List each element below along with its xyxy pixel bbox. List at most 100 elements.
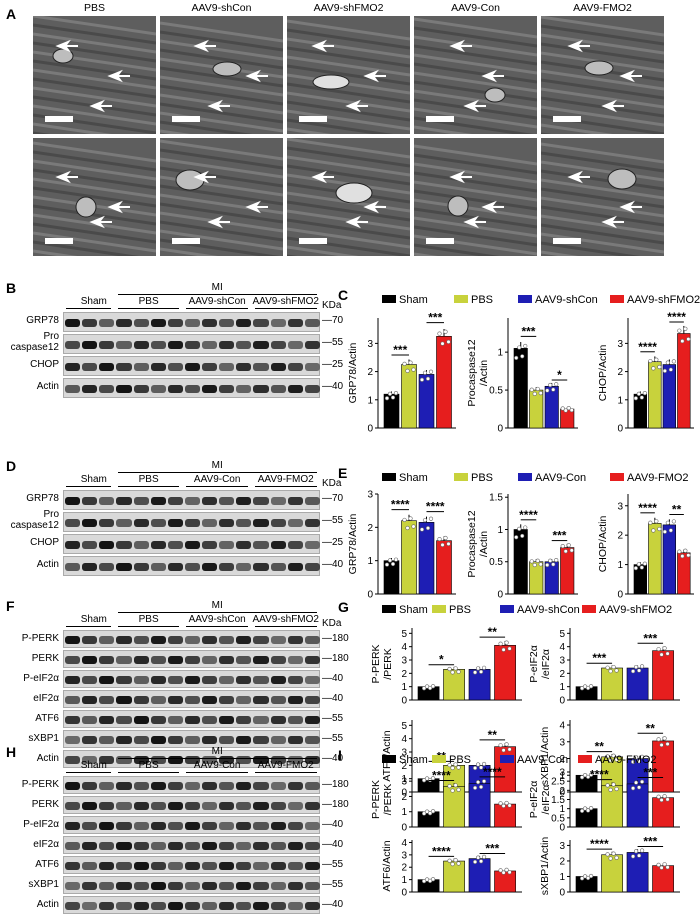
legend-swatch bbox=[582, 605, 596, 613]
blot-band bbox=[304, 882, 320, 890]
data-point bbox=[545, 562, 550, 568]
data-point bbox=[523, 343, 528, 349]
micrograph-striation bbox=[33, 159, 156, 181]
blot-band bbox=[253, 362, 269, 372]
data-point bbox=[585, 808, 591, 813]
micrograph-arrow-icon bbox=[311, 39, 334, 53]
data-point bbox=[501, 647, 506, 652]
legend-label: AAV9-shFMO2 bbox=[599, 604, 672, 616]
y-tick-label: 0 bbox=[497, 590, 503, 601]
y-tick-label: 1 bbox=[367, 395, 373, 406]
significance-stars: ** bbox=[488, 625, 498, 639]
blot-band bbox=[270, 656, 286, 664]
data-point bbox=[569, 548, 574, 553]
bar bbox=[418, 374, 435, 429]
blot-band bbox=[133, 636, 149, 644]
micrograph-striation bbox=[541, 169, 664, 191]
micrograph-arrow-icon bbox=[449, 39, 472, 53]
micrograph-column-header: AAV9-FMO2 bbox=[573, 2, 632, 14]
kda-unit-label: KDa bbox=[322, 478, 342, 489]
micrograph-striation bbox=[414, 144, 537, 166]
micrograph-striation bbox=[33, 141, 156, 163]
micrograph-arrow-icon bbox=[345, 99, 368, 113]
blot-band bbox=[253, 736, 269, 744]
blot-band bbox=[202, 340, 218, 350]
blot-band bbox=[236, 540, 252, 550]
subgroup-line bbox=[186, 626, 249, 627]
blot-band bbox=[270, 340, 286, 350]
data-point bbox=[478, 669, 484, 674]
data-point bbox=[633, 664, 639, 670]
bar bbox=[601, 667, 623, 701]
legend-swatch bbox=[500, 605, 514, 613]
blot-band bbox=[184, 736, 201, 744]
y-tick-label: 2 bbox=[401, 669, 407, 680]
data-point bbox=[585, 774, 591, 780]
data-point bbox=[390, 395, 396, 400]
blot-protein-label: Pro caspase12 bbox=[10, 331, 59, 353]
micrograph-striation bbox=[287, 138, 410, 159]
blot-band bbox=[287, 384, 303, 394]
blot-band bbox=[99, 842, 115, 850]
legend-label: AAV9-Con bbox=[517, 754, 568, 766]
data-point bbox=[437, 331, 442, 336]
micrograph-striation bbox=[33, 59, 156, 81]
data-point bbox=[523, 525, 528, 530]
blot-band bbox=[133, 736, 149, 744]
significance-stars: *** bbox=[643, 631, 657, 645]
significance-stars: ** bbox=[595, 740, 605, 754]
blot-strip bbox=[63, 856, 320, 874]
legend-label: PBS bbox=[449, 754, 471, 766]
micrograph-texture bbox=[541, 142, 664, 256]
y-tick-label: 1 bbox=[559, 804, 565, 815]
blot-band bbox=[133, 882, 149, 890]
y-tick-label: 2 bbox=[401, 761, 407, 772]
blot-band bbox=[167, 716, 183, 724]
data-point bbox=[447, 666, 452, 672]
blot-band bbox=[304, 676, 320, 684]
micrograph-arrow-icon bbox=[619, 200, 642, 214]
micrograph-striation bbox=[287, 164, 410, 186]
blot-band bbox=[236, 340, 252, 350]
micrograph-striation bbox=[414, 53, 537, 75]
micrograph-striation bbox=[160, 202, 283, 224]
data-point bbox=[588, 772, 594, 777]
mi-group-line bbox=[117, 294, 317, 295]
molecular-weight-marker: —70 bbox=[322, 315, 344, 326]
blot-band bbox=[253, 802, 269, 810]
y-tick-label: 3 bbox=[367, 490, 373, 501]
data-point bbox=[656, 647, 661, 652]
data-point bbox=[633, 780, 639, 785]
blot-band bbox=[304, 562, 320, 572]
data-point bbox=[579, 876, 585, 881]
blot-band bbox=[116, 842, 132, 850]
blot-band bbox=[184, 782, 201, 790]
y-tick-label: 3 bbox=[401, 850, 407, 861]
subgroup-line bbox=[254, 486, 317, 487]
micrograph-arrow-icon bbox=[363, 200, 386, 214]
data-point bbox=[656, 737, 661, 742]
blot-band bbox=[253, 318, 269, 328]
blot-band bbox=[82, 822, 98, 830]
blot-band bbox=[133, 340, 149, 350]
data-point bbox=[630, 786, 636, 791]
bar bbox=[494, 645, 516, 701]
blot-strip bbox=[63, 776, 320, 794]
blot-band bbox=[219, 340, 235, 350]
micrograph-striation bbox=[541, 78, 664, 100]
bar bbox=[443, 669, 465, 701]
y-tick-label: 2 bbox=[367, 367, 373, 378]
blot-band bbox=[287, 696, 303, 704]
blot-band bbox=[167, 842, 183, 850]
blot-band bbox=[150, 636, 166, 644]
blot-band bbox=[184, 822, 201, 830]
data-point bbox=[582, 772, 588, 778]
micrograph-striation bbox=[287, 82, 410, 104]
micrograph-striation bbox=[33, 177, 156, 199]
data-point bbox=[651, 366, 656, 371]
data-point bbox=[532, 562, 537, 568]
micrograph-striation bbox=[541, 105, 664, 127]
blot-band bbox=[219, 496, 235, 506]
micrograph-striation bbox=[160, 184, 283, 206]
blot-band bbox=[270, 518, 286, 528]
